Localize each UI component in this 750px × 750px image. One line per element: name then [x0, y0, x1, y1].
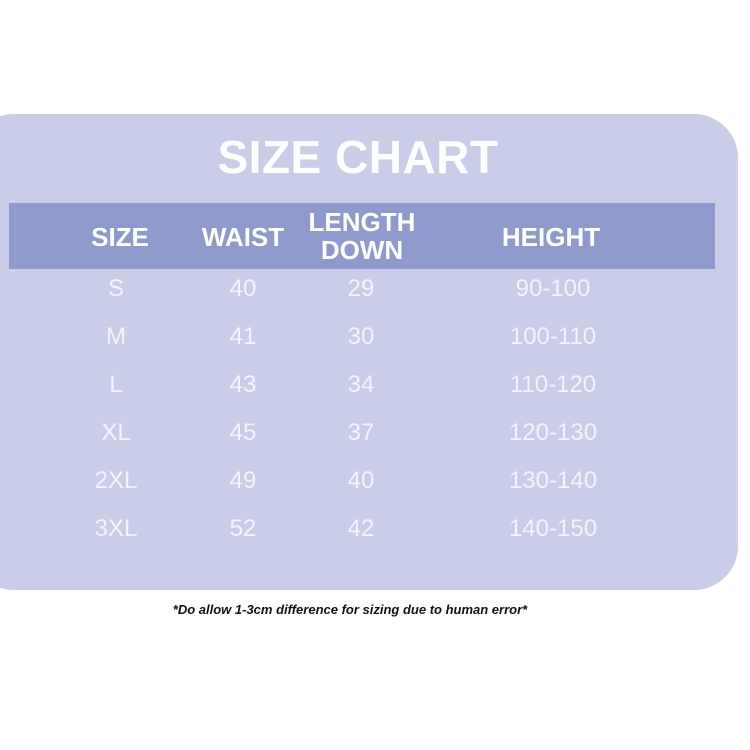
- size-chart-card: [0, 114, 738, 590]
- cell-waist: 43: [229, 371, 257, 398]
- cell-height: 90-100: [515, 275, 591, 302]
- cell-size: M: [106, 323, 126, 350]
- cell-waist: 49: [229, 467, 257, 494]
- cell-size: XL: [101, 419, 131, 446]
- header-height: HEIGHT: [501, 222, 601, 252]
- cell-size: 2XL: [94, 467, 138, 494]
- cell-size: 3XL: [94, 515, 138, 542]
- cell-height: 120-130: [508, 419, 598, 446]
- header-band: [9, 203, 715, 269]
- cell-height: 100-110: [509, 323, 597, 350]
- cell-length: 29: [347, 275, 375, 302]
- sizing-note: *Do allow 1-3cm difference for sizing du…: [172, 602, 528, 617]
- cell-height: 110-120: [509, 371, 597, 398]
- cell-height: 130-140: [508, 467, 598, 494]
- header-length-down: LENGTH DOWN: [309, 208, 416, 264]
- cell-length: 42: [347, 515, 375, 542]
- cell-length: 34: [347, 371, 375, 398]
- cell-length: 30: [347, 323, 375, 350]
- cell-length: 37: [347, 419, 375, 446]
- header-length-line1: LENGTH: [308, 207, 416, 237]
- cell-height: 140-150: [508, 515, 598, 542]
- cell-waist: 40: [229, 275, 257, 302]
- cell-size: S: [107, 275, 125, 302]
- cell-size: L: [109, 371, 123, 398]
- cell-waist: 41: [229, 323, 257, 350]
- cell-length: 40: [347, 467, 375, 494]
- chart-title: SIZE CHART: [217, 131, 499, 183]
- header-length-line2: DOWN: [320, 235, 404, 265]
- cell-waist: 52: [229, 515, 257, 542]
- cell-waist: 45: [229, 419, 257, 446]
- header-size: SIZE: [91, 222, 149, 252]
- header-waist: WAIST: [201, 222, 285, 252]
